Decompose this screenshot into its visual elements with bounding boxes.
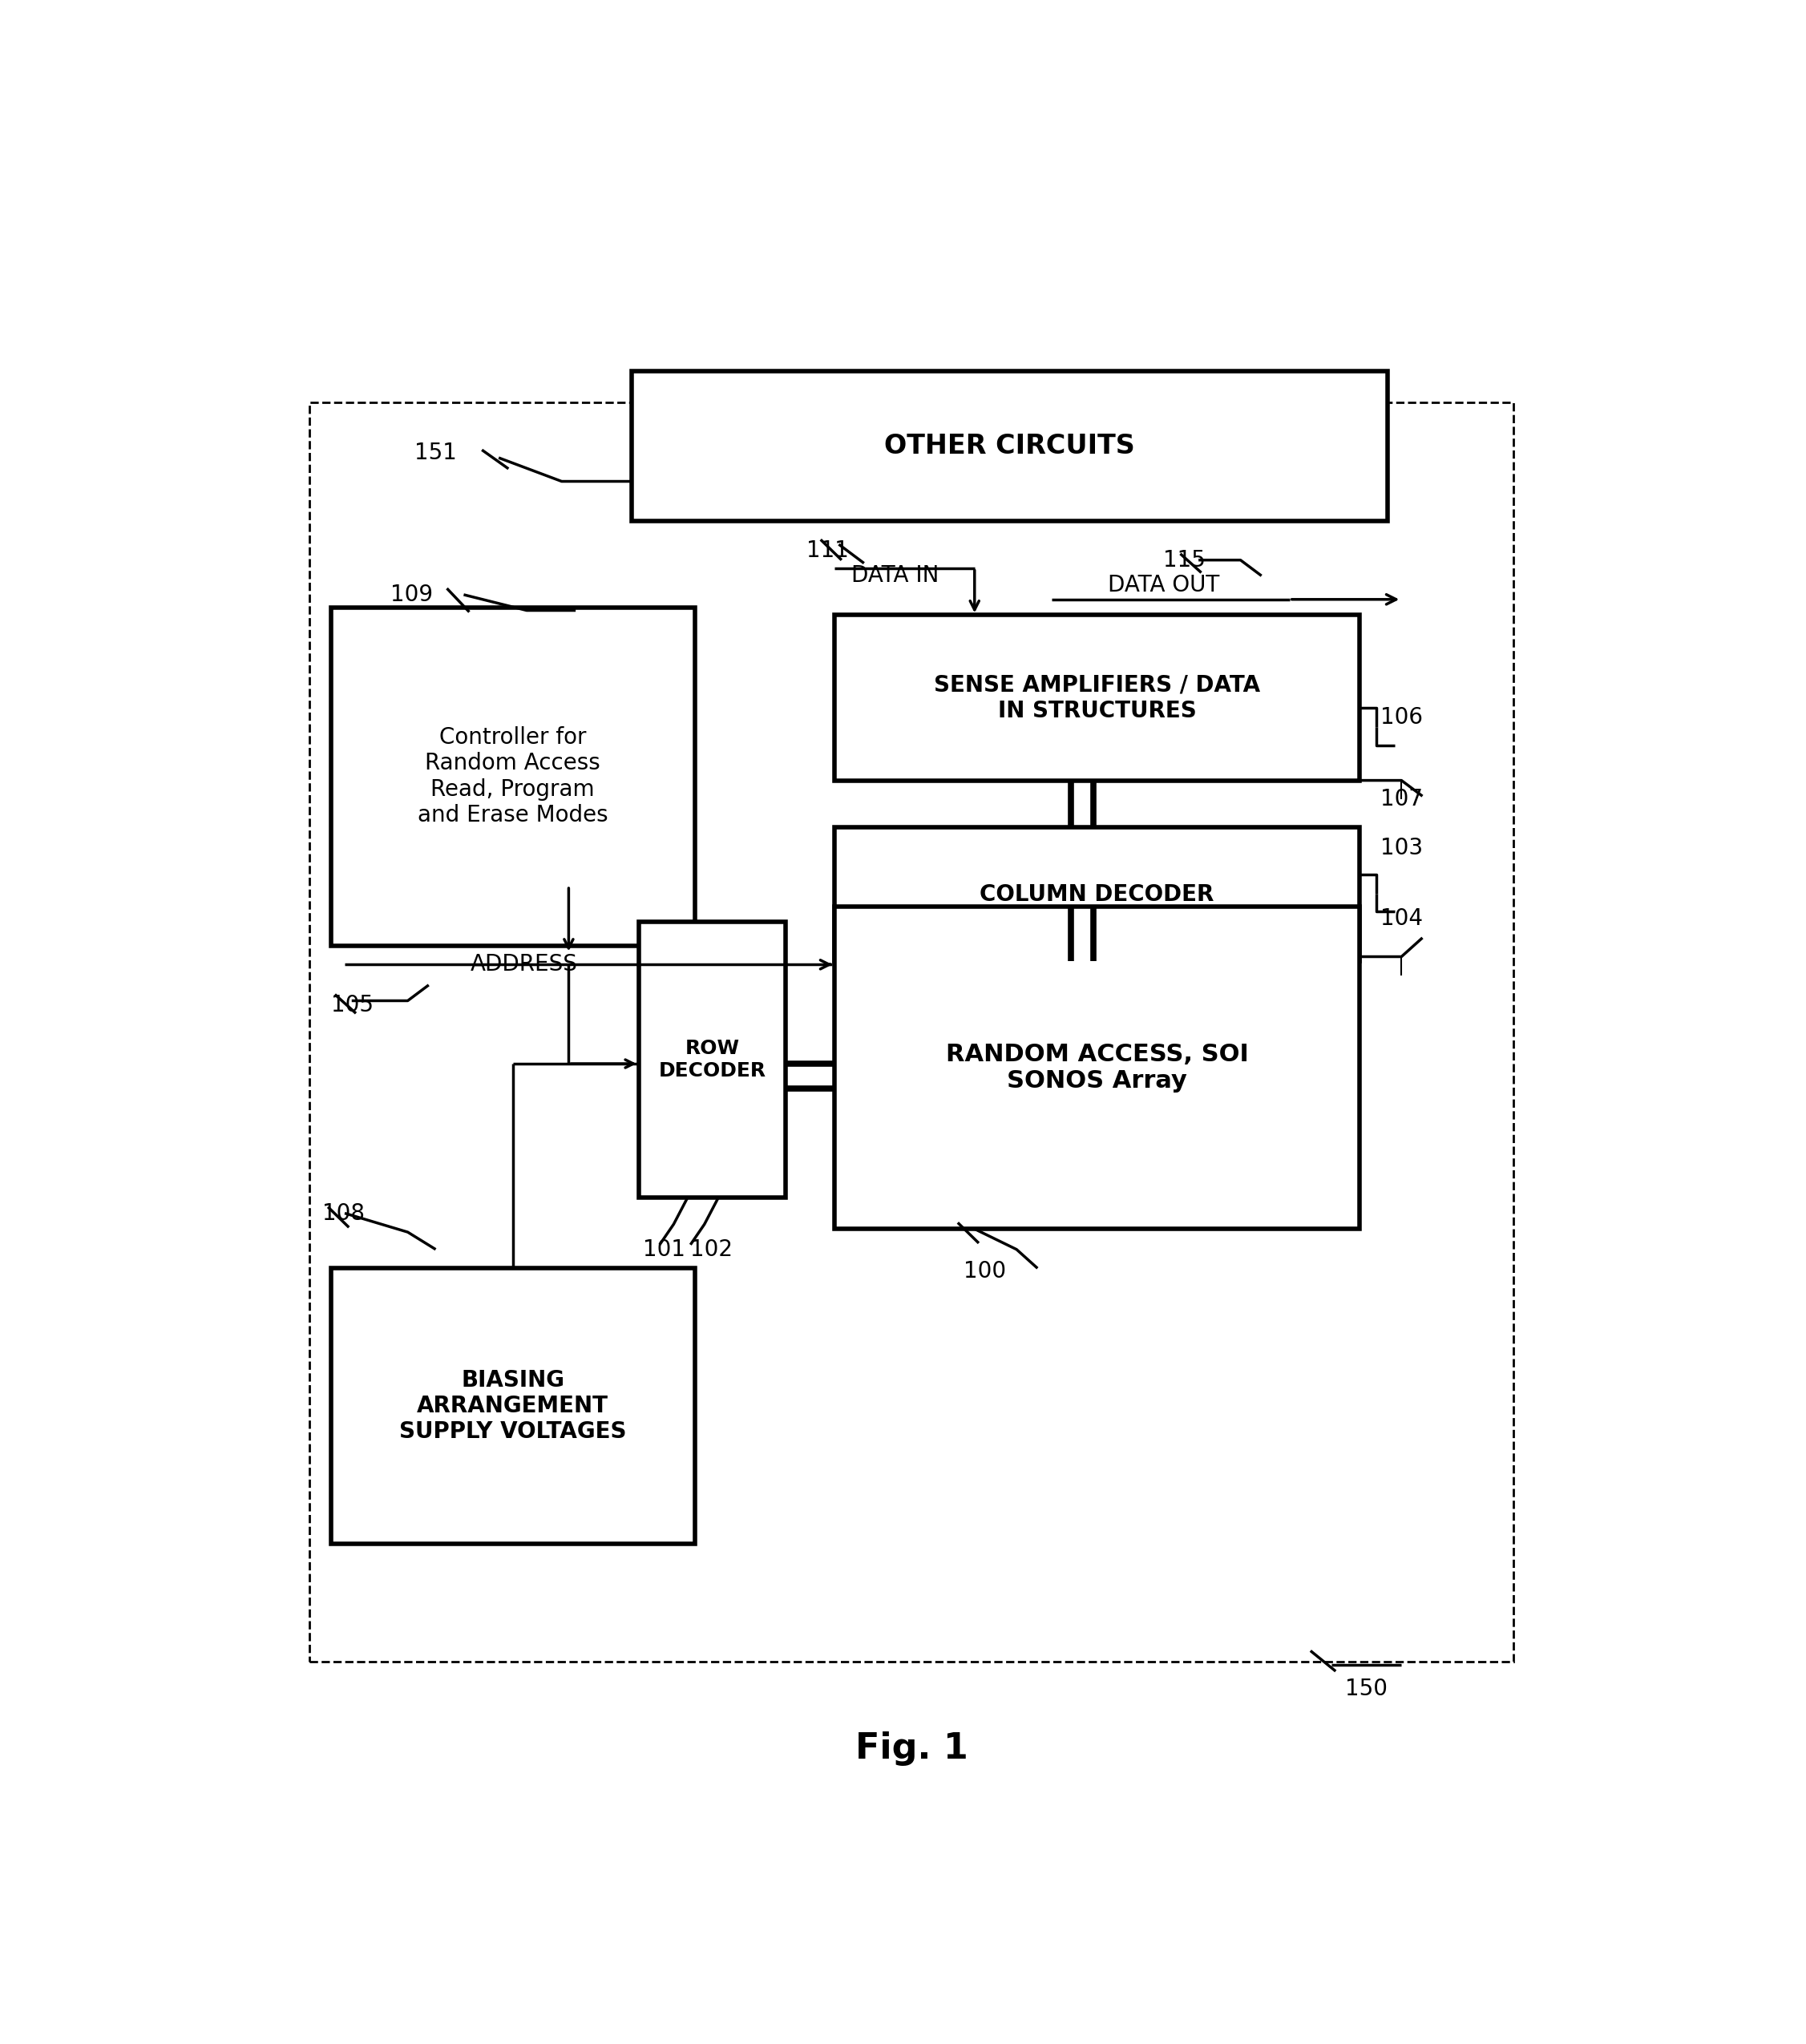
- Text: SENSE AMPLIFIERS / DATA
IN STRUCTURES: SENSE AMPLIFIERS / DATA IN STRUCTURES: [934, 675, 1261, 722]
- Text: 104: 104: [1380, 908, 1423, 930]
- Bar: [834, 905, 1360, 1228]
- Text: 102: 102: [690, 1239, 733, 1261]
- Text: ROW
DECODER: ROW DECODER: [659, 1038, 766, 1081]
- Text: 106: 106: [1380, 707, 1423, 728]
- Bar: [330, 607, 695, 946]
- Bar: [632, 372, 1387, 521]
- Text: OTHER CIRCUITS: OTHER CIRCUITS: [885, 433, 1134, 460]
- Text: 108: 108: [321, 1202, 365, 1224]
- Text: COLUMN DECODER: COLUMN DECODER: [981, 883, 1214, 905]
- Text: 103: 103: [1380, 836, 1423, 858]
- Text: Fig. 1: Fig. 1: [854, 1731, 968, 1766]
- Text: 100: 100: [963, 1261, 1006, 1284]
- Text: RANDOM ACCESS, SOI
SONOS Array: RANDOM ACCESS, SOI SONOS Array: [946, 1042, 1248, 1094]
- Text: DATA OUT: DATA OUT: [1107, 574, 1219, 597]
- Text: 151: 151: [414, 442, 457, 464]
- Text: ADDRESS: ADDRESS: [471, 953, 578, 975]
- Text: 105: 105: [330, 993, 374, 1016]
- Text: 101: 101: [643, 1239, 684, 1261]
- Bar: [639, 922, 786, 1198]
- Bar: [834, 828, 1360, 961]
- Text: 115: 115: [1163, 550, 1206, 570]
- Bar: [834, 615, 1360, 781]
- Text: Controller for
Random Access
Read, Program
and Erase Modes: Controller for Random Access Read, Progr…: [417, 726, 609, 826]
- Text: 111: 111: [805, 540, 849, 562]
- Text: 107: 107: [1380, 789, 1423, 811]
- Bar: [311, 403, 1513, 1662]
- Bar: [330, 1267, 695, 1543]
- Text: 150: 150: [1345, 1678, 1389, 1701]
- Text: BIASING
ARRANGEMENT
SUPPLY VOLTAGES: BIASING ARRANGEMENT SUPPLY VOLTAGES: [399, 1369, 627, 1443]
- Text: 109: 109: [390, 583, 433, 605]
- Text: DATA IN: DATA IN: [851, 564, 939, 587]
